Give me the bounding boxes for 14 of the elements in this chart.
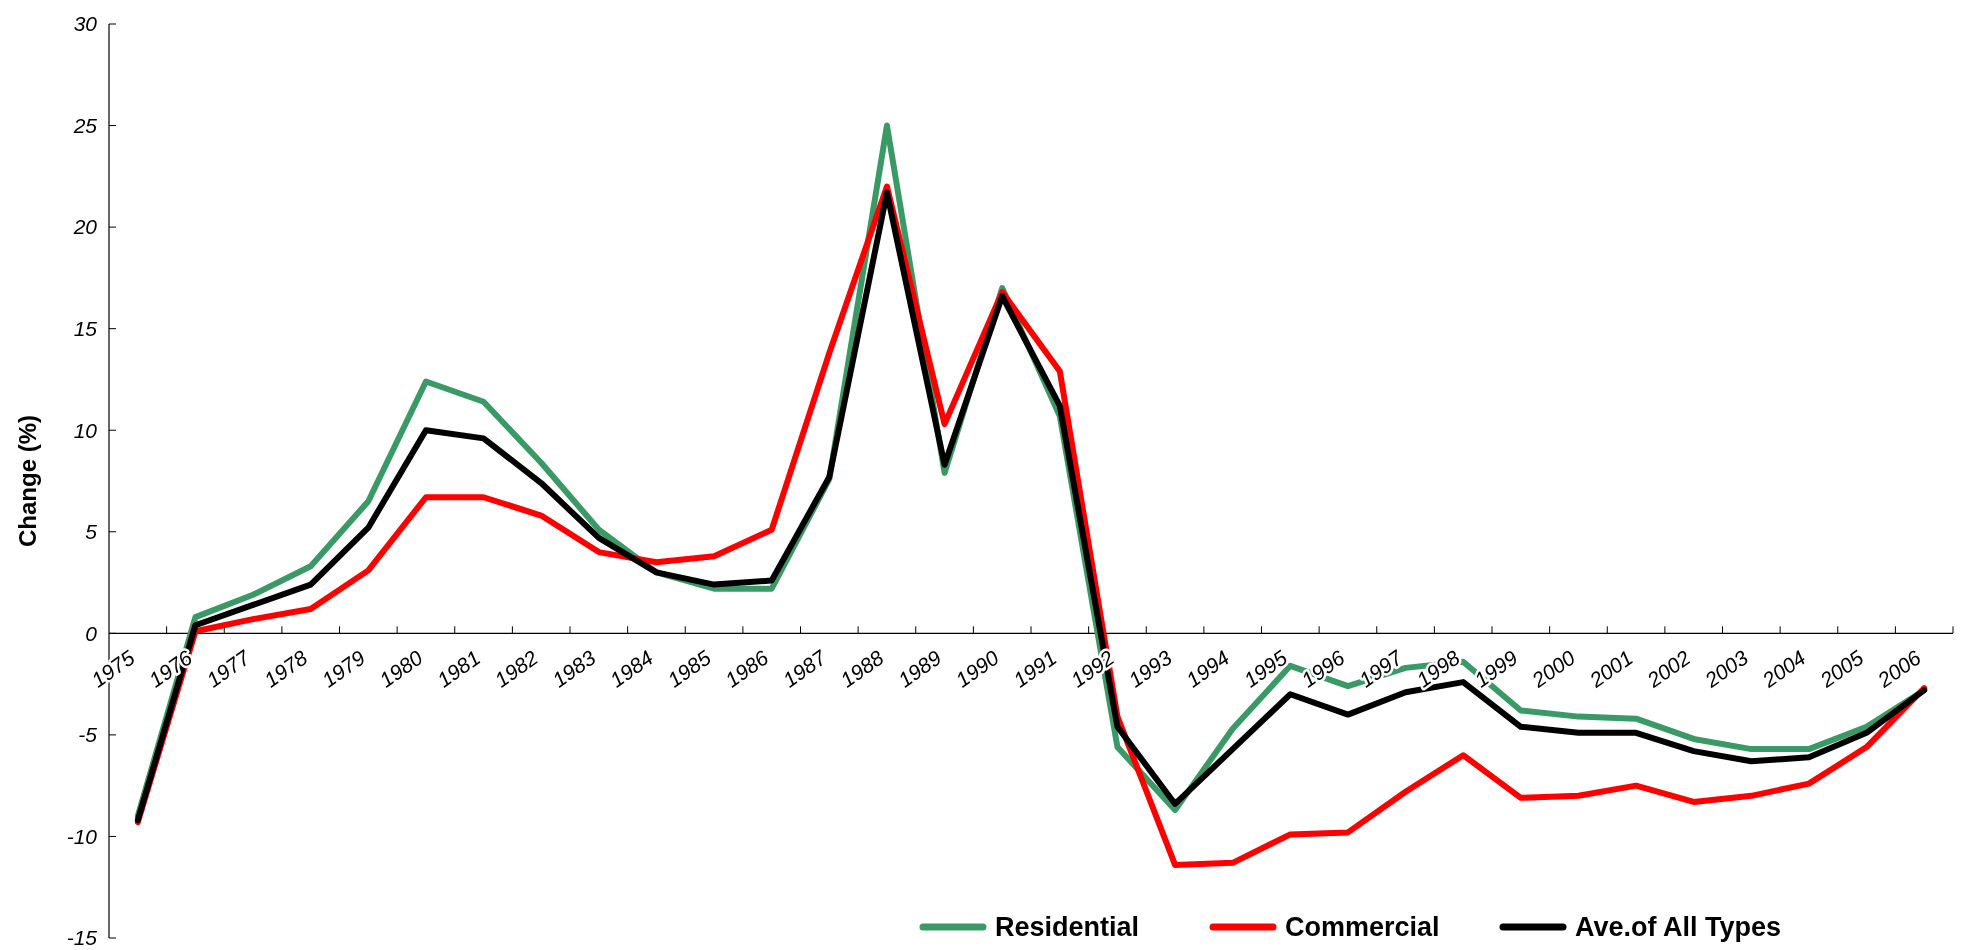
y-axis-title: Change (%) bbox=[14, 415, 41, 547]
y-tick-label: 0 bbox=[85, 621, 98, 645]
y-tick-label: 20 bbox=[72, 215, 98, 239]
y-tick-label: -10 bbox=[66, 824, 98, 848]
y-tick-label: 30 bbox=[73, 12, 98, 36]
y-tick-label: -5 bbox=[78, 723, 98, 747]
y-tick-label: -15 bbox=[66, 926, 98, 950]
y-tick-label: 25 bbox=[72, 113, 98, 137]
y-tick-label: 5 bbox=[85, 520, 98, 544]
legend-label: Commercial bbox=[1285, 912, 1440, 942]
legend-label: Residential bbox=[995, 912, 1140, 942]
y-tick-label: 15 bbox=[73, 317, 98, 341]
y-tick-label: 10 bbox=[73, 418, 98, 442]
legend-label: Ave.of All Types bbox=[1575, 912, 1782, 942]
